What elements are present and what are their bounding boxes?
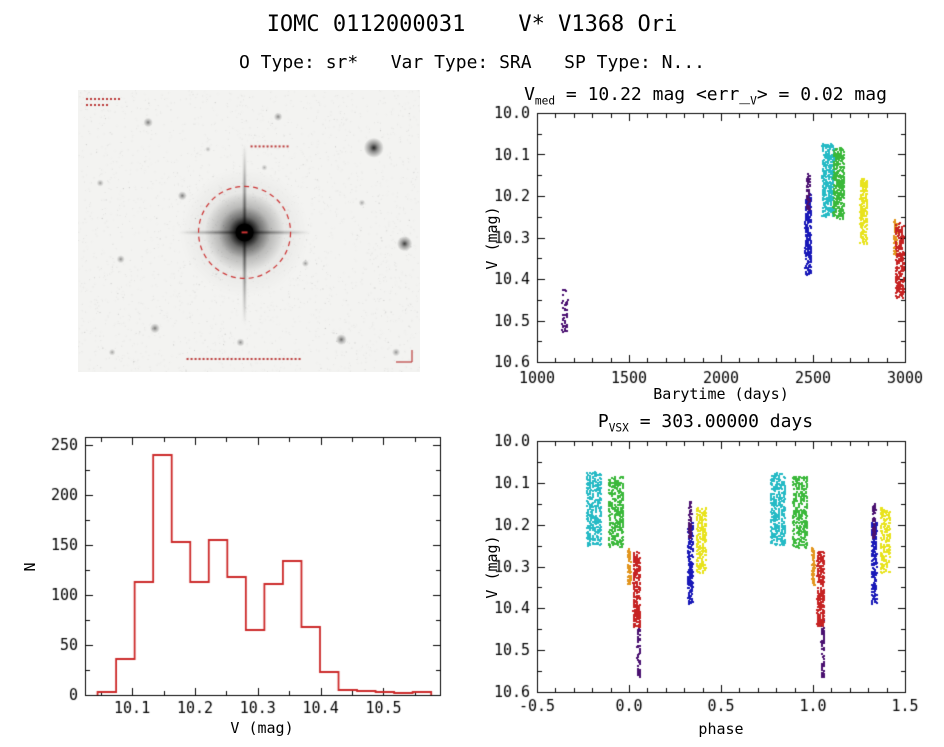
- lightcurve-y-axis-label: V (mag): [483, 206, 501, 270]
- histogram-plot: [35, 425, 465, 725]
- lightcurve-title: Vmed = 10.22 mag <err_V> = 0.02 mag: [524, 84, 887, 108]
- histogram-y-axis-label: N: [21, 562, 39, 572]
- phase-x-axis-label: phase: [698, 720, 744, 738]
- lightcurve-x-axis-label: Barytime (days): [653, 385, 789, 403]
- lightcurve-plot: [455, 105, 935, 405]
- page-title: IOMC 0112000031 V* V1368 Ori: [266, 12, 678, 37]
- phase-y-axis-label: V (mag): [483, 535, 501, 599]
- histogram-x-axis-label: V (mag): [230, 719, 294, 737]
- page-subtitle: O Type: sr* Var Type: SRA SP Type: N...: [239, 52, 705, 73]
- phase-plot: [455, 430, 935, 725]
- star-field-image: [78, 90, 420, 372]
